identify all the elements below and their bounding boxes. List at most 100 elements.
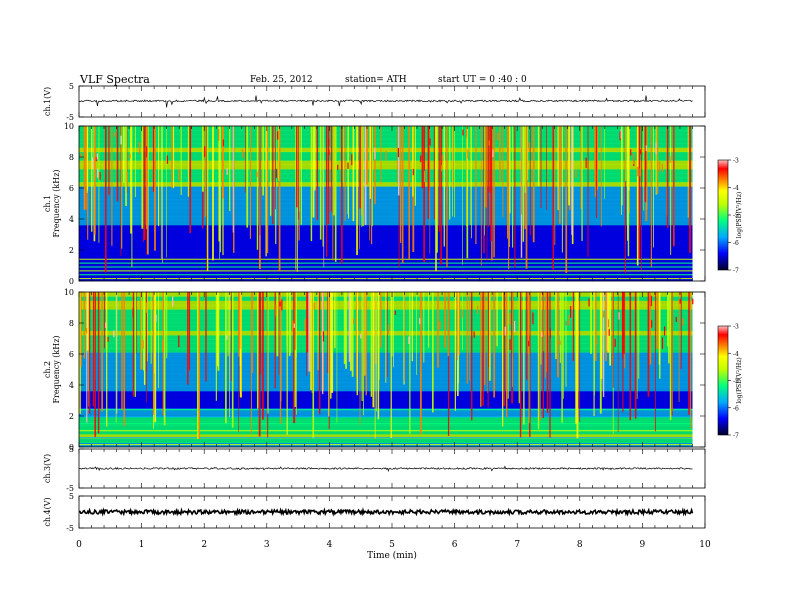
y-tick-label: 4 [69, 215, 74, 224]
waveform-frame [78, 448, 706, 489]
spectrogram-hotspot [374, 147, 376, 160]
spectrogram-hotspot [347, 162, 349, 169]
spectrogram-band [79, 160, 693, 166]
spectrogram-hotspot [682, 318, 684, 326]
spectrogram-band [79, 220, 693, 226]
spectrogram-hotspot [620, 129, 622, 139]
spectrogram-hotspot [488, 140, 490, 146]
spectrogram-hotspot [473, 331, 475, 338]
spectrogram-hotspot [241, 149, 244, 158]
spectrogram-band [79, 242, 693, 247]
spectrogram-hotspot [528, 142, 531, 152]
spectrogram-band [79, 203, 693, 209]
spectrogram-hotspot [256, 171, 258, 178]
colorbar-tick-label: -6 [733, 405, 739, 412]
colorbar-tick-label: -3 [733, 158, 739, 165]
frequency-axis-label: Frequency (kHz) [52, 169, 61, 237]
spectrogram-hotspot [360, 333, 362, 339]
spectrogram-hotspot [328, 138, 330, 146]
spectrogram-hotspot [292, 320, 294, 332]
x-tick-label: 3 [264, 540, 270, 550]
y-tick-label: 2 [69, 246, 74, 255]
spectrogram-hotspot [570, 306, 572, 318]
spectrogram-band [79, 429, 693, 435]
colorbar-label: log(PSD(V²/Hz) [736, 192, 743, 239]
spectrogram-hotspot [650, 295, 652, 307]
y-tick-label: 8 [69, 153, 74, 162]
spectrogram-hotspot [145, 302, 148, 313]
spectrogram-band [79, 194, 693, 200]
date-label: Feb. 25, 2012 [250, 75, 313, 85]
y-tick-label: 0 [69, 277, 74, 286]
x-axis-label: Time (min) [367, 550, 417, 561]
spectrogram-band [79, 134, 693, 140]
y-tick-label: 6 [69, 184, 74, 193]
spectrogram-hotspot [394, 310, 396, 315]
spectrogram-hotspot [126, 171, 128, 182]
spectrogram-hotspot [162, 300, 165, 312]
waveform-trace [78, 95, 693, 108]
spectrogram-hotspot [675, 316, 677, 322]
spectrogram-hotspot [661, 337, 664, 349]
spectrogram-band [79, 395, 693, 400]
x-tick-label: 0 [76, 540, 82, 550]
y-tick-label: 4 [69, 381, 74, 390]
frequency-axis-label: Frequency (kHz) [52, 335, 61, 403]
spectrogram-hotspot [322, 331, 325, 342]
colorbar [717, 159, 729, 271]
spectrogram-band [79, 408, 693, 413]
spectrogram-hotspot [558, 146, 561, 152]
spectrogram-band [79, 212, 693, 217]
spectrogram-hotspot [655, 142, 657, 155]
spectrogram-hotspot [353, 318, 355, 325]
x-tick-label: 8 [577, 540, 583, 550]
spectrogram-hotspot [465, 129, 468, 138]
spectrogram-hotspot [527, 334, 530, 341]
spectrogram-hotspot [461, 309, 463, 319]
start-time-label: start UT = 0 :40 : 0 [438, 75, 527, 85]
colorbar-tick-label: -3 [733, 324, 739, 331]
spectrogram-hotspot [608, 328, 610, 336]
spectrogram-band [79, 237, 693, 243]
y-tick-label: 8 [69, 319, 74, 328]
spectrogram-band [79, 425, 693, 431]
spectrogram-hotspot [281, 299, 283, 311]
y-tick-label: 5 [69, 82, 74, 91]
spectrogram-hotspot [568, 315, 570, 326]
y-tick-label: -5 [66, 524, 74, 533]
spectrogram-band [79, 169, 693, 174]
spectrogram-hotspot [504, 326, 506, 336]
spectrogram-hotspot [633, 153, 635, 164]
spectrogram-band [79, 263, 693, 269]
spectrogram-hotspot [588, 298, 590, 307]
waveform-trace [78, 507, 694, 517]
colorbar-label: log(PSD(V²/Hz) [736, 357, 743, 404]
spectrogram-hotspot [692, 298, 694, 305]
spectrogram-hotspot [97, 168, 99, 178]
colorbar-tick-label: -5 [733, 213, 739, 220]
spectrogram-hotspot [113, 132, 115, 137]
spectrogram-hotspot [91, 157, 94, 169]
spectrogram-hotspot [528, 335, 530, 347]
spectrogram-hotspot [337, 164, 339, 170]
spectrogram-hotspot [477, 305, 479, 314]
spectrogram-hotspot [277, 131, 279, 140]
spectrogram-band [79, 186, 693, 191]
spectrogram-hotspot [429, 138, 431, 146]
spectrogram-hotspot [279, 301, 281, 307]
spectrogram-hotspot [313, 302, 316, 310]
spectrogram-hotspot [275, 168, 277, 179]
spectrogram-band [79, 199, 693, 204]
spectrogram-hotspot [105, 322, 107, 328]
spectrogram-hotspot [661, 163, 663, 173]
spectrogram-hotspot [651, 320, 653, 328]
spectrogram-band [79, 130, 693, 135]
spectrogram-hotspot [424, 170, 426, 183]
x-tick-label: 1 [139, 540, 145, 550]
colorbar-tick-label: -6 [733, 240, 739, 247]
spectrogram-hotspot [397, 147, 400, 158]
spectrogram-hotspot [549, 327, 551, 339]
spectrogram-hotspot [467, 149, 469, 159]
spectrogram-hotspot [166, 155, 169, 164]
